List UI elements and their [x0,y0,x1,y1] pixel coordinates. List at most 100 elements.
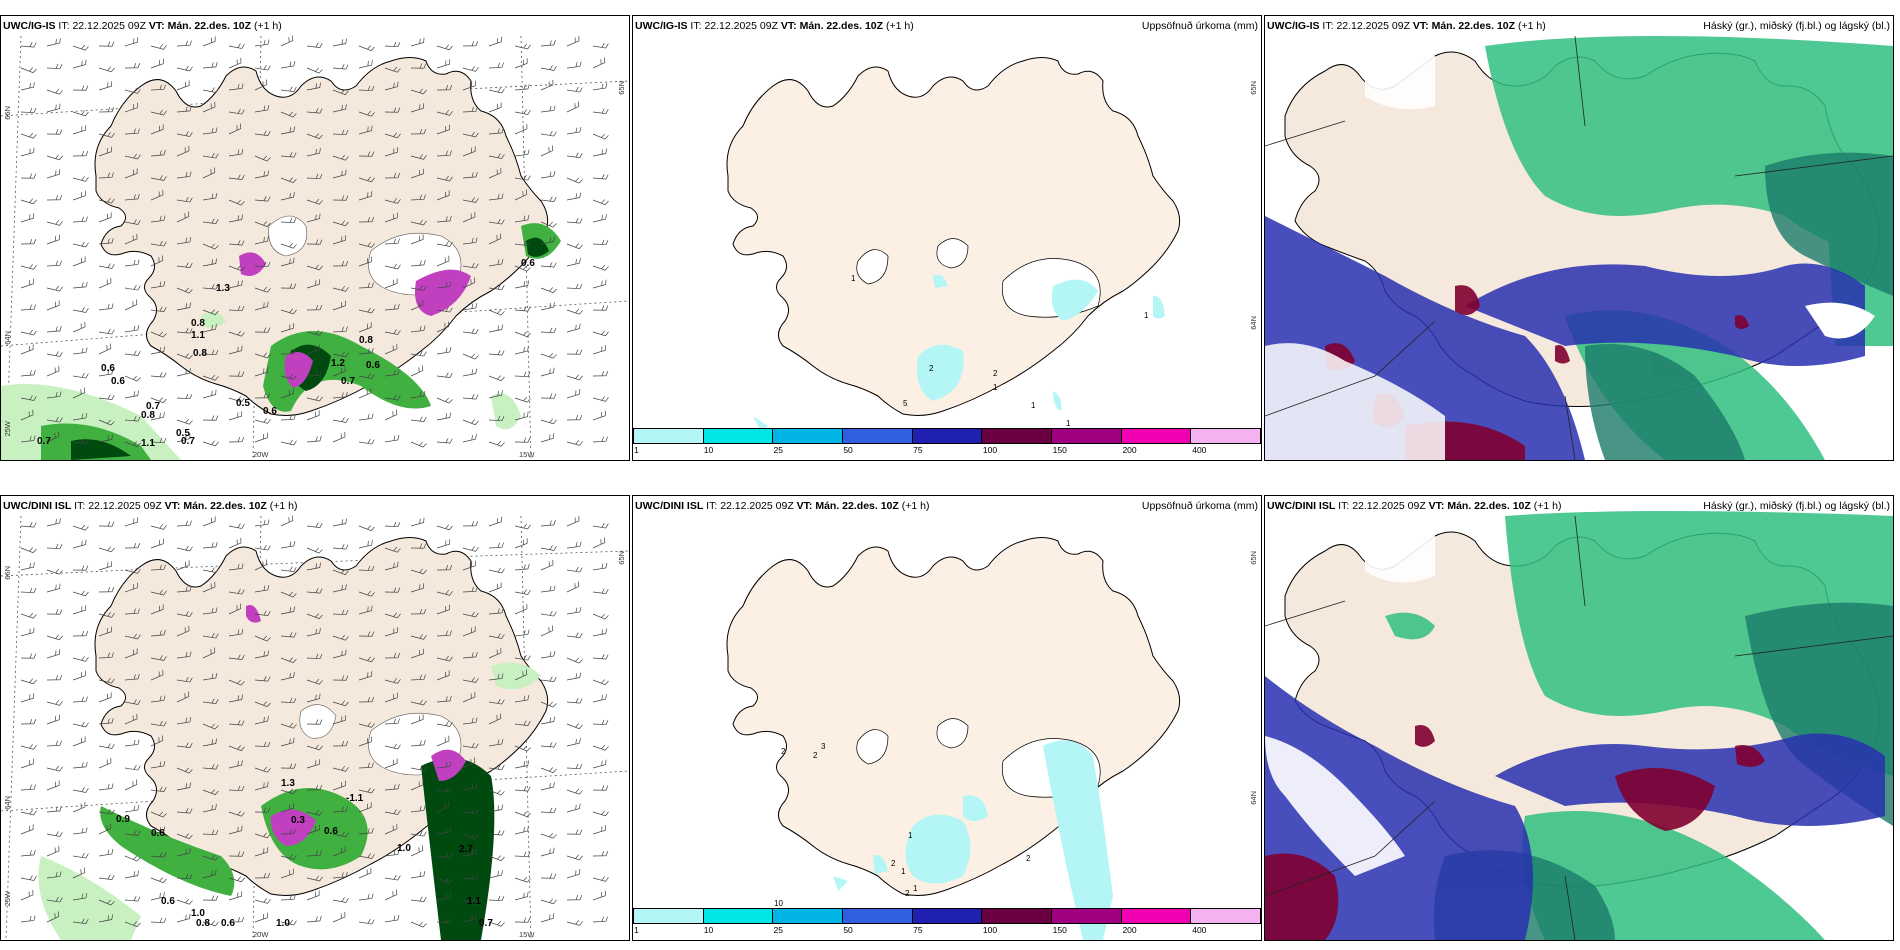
wind-barb [566,854,583,861]
wind-barb [540,79,554,91]
wind-barb [514,346,529,355]
wind-barb [306,824,320,835]
legend-tick: 10 [703,925,714,935]
wind-barb [332,700,349,707]
wind-barb [46,129,63,135]
wind-barb [540,171,556,179]
wind-barb [72,307,89,313]
wind-barb [462,742,479,749]
wind-barb [254,327,271,333]
wind-barb [358,347,374,355]
wind-barb [358,893,374,901]
wind-barb [280,192,295,201]
wind-barb [254,676,271,682]
wind-barb [280,257,295,267]
wind-barb [98,692,112,703]
wind-barb [202,764,219,770]
wind-barb [72,787,89,793]
admin-lines [1265,515,1893,940]
wind-barb [566,632,583,638]
wind-barb [384,409,398,421]
wind-barb [358,85,375,92]
wind-barb [332,38,347,47]
wind-barb [384,369,400,377]
wind-barb [280,591,297,598]
wind-barb [514,109,531,115]
wind-barb [20,238,37,245]
wind-barb [566,607,582,615]
wind-barb [592,537,606,549]
wind-barb [332,675,349,681]
precip-value-label: 2 [1026,854,1031,863]
wind-barb [488,830,505,836]
wind-barb [254,64,271,71]
wind-barb [98,743,115,749]
wind-barb [124,568,141,574]
wind-barb [46,609,63,615]
precip-value-label: 2 [891,859,896,868]
wind-barb [436,655,453,662]
wind-barb [280,854,297,860]
panel-accum-precip-dini: UWC/DINI ISL IT: 22.12.2025 09Z VT: Mán.… [632,495,1262,941]
wind-barb [592,199,609,206]
wind-barb [592,264,609,271]
wind-barb [332,129,349,136]
wind-barb [20,889,34,901]
wind-barb [592,890,606,901]
wind-barb [436,44,453,51]
wind-barb [436,281,452,289]
wind-barb [462,146,476,157]
wind-barb [306,562,321,571]
wind-barb [358,373,375,379]
wind-barb [150,372,167,378]
wind-barb [410,285,427,291]
legend-tick: 50 [843,925,853,935]
wind-barb [46,911,60,923]
wind-barb [280,566,297,572]
wind-barb [202,152,219,159]
wind-barb [410,63,427,69]
wind-barb [358,802,372,813]
legend-color-7 [1121,429,1192,443]
wind-barb [228,603,242,615]
wind-barb [332,780,346,791]
wind-barb [436,438,453,444]
wind-barb [488,698,505,705]
wind-barb [488,390,503,399]
precip-value-label: 0.6 [151,828,165,839]
wind-barb [566,920,583,926]
precip-legend: 1 10 25 50 75 100 150 200 400 [633,908,1261,938]
wind-barb [124,62,141,69]
wind-barb [254,301,269,311]
wind-barb [566,192,581,201]
wind-barb [410,259,426,267]
wind-barb [20,278,34,289]
wind-barb [410,830,427,837]
wind-barb [436,877,453,884]
wind-barb [384,743,401,750]
wind-barb [202,127,218,135]
wind-barb [124,102,138,113]
wind-barb [254,872,271,879]
wind-barb [46,234,60,245]
precip-value-label: 0.6 [263,406,277,417]
wind-barb [592,850,609,857]
wind-barb [488,350,505,356]
wind-barb [280,672,295,681]
wind-barb [228,345,243,355]
wind-barb [332,351,349,358]
legend-tick: 200 [1122,445,1137,455]
wind-barb [280,763,297,769]
wind-barb [20,587,37,594]
wind-barb [566,894,583,901]
wind-barb [462,394,479,400]
wind-barb [306,279,321,289]
wind-barb [592,810,609,817]
wind-barb [410,699,427,706]
wind-barb [176,433,191,443]
wind-barb [72,59,87,69]
wind-barb [228,280,243,289]
wind-barb [306,890,320,901]
wind-precip-map: 0.90.61.30.30.61.0-1.10.61.00.60.8 1.0 0.7… [1,515,629,940]
wind-barb [46,220,63,226]
